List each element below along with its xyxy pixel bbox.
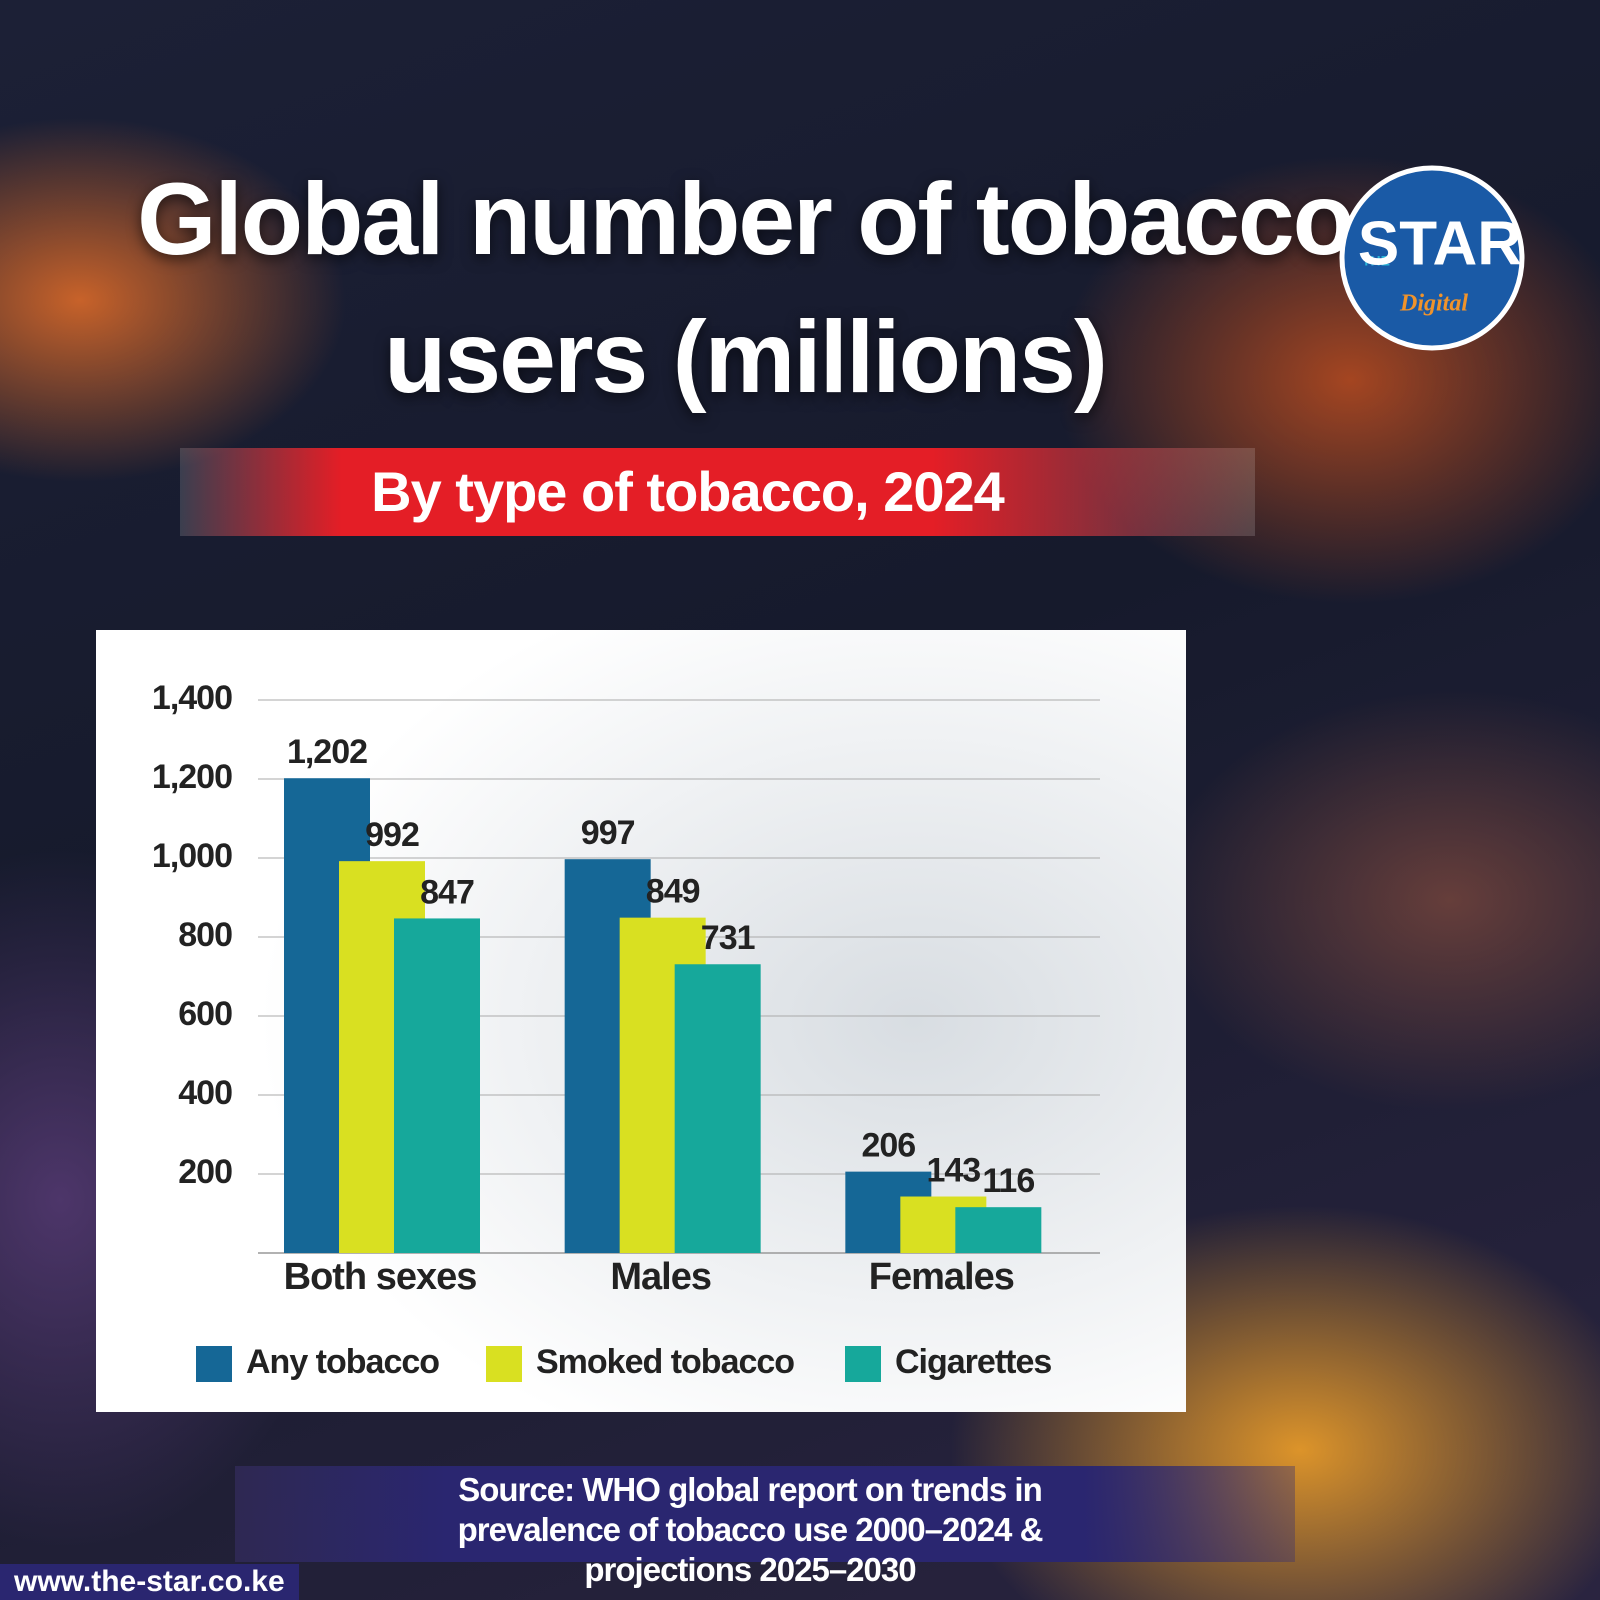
source-band bbox=[235, 1466, 1295, 1562]
x-tick-label: Males bbox=[610, 1256, 711, 1298]
legend-swatch bbox=[845, 1346, 881, 1382]
value-label: 206 bbox=[861, 1127, 915, 1165]
bar bbox=[955, 1207, 1042, 1253]
x-tick-label: Females bbox=[869, 1256, 1014, 1298]
subtitle-band bbox=[180, 448, 1255, 536]
value-label: 116 bbox=[982, 1162, 1034, 1200]
chart-subtitle: By type of tobacco, 2024 bbox=[371, 460, 1005, 523]
value-label: 849 bbox=[646, 873, 700, 911]
y-tick-label: 800 bbox=[178, 916, 232, 954]
y-tick-label: 400 bbox=[178, 1074, 232, 1112]
value-label: 143 bbox=[926, 1151, 980, 1189]
y-tick-label: 1,400 bbox=[152, 679, 232, 717]
logo-top: THE bbox=[1362, 253, 1390, 269]
value-label: 997 bbox=[581, 814, 635, 852]
legend-label: Smoked tobacco bbox=[536, 1343, 794, 1381]
y-tick-label: 200 bbox=[178, 1153, 232, 1191]
bar bbox=[674, 964, 761, 1253]
bar bbox=[394, 918, 480, 1253]
website: www.the-star.co.ke bbox=[0, 1564, 299, 1600]
y-tick-label: 600 bbox=[178, 995, 232, 1033]
logo bbox=[1339, 165, 1525, 351]
value-label: 1,202 bbox=[287, 733, 367, 771]
chart-title: Global number of tobacco users (millions… bbox=[137, 162, 1355, 414]
value-label: 847 bbox=[420, 873, 474, 911]
legend-swatch bbox=[486, 1346, 522, 1382]
legend-label: Cigarettes bbox=[895, 1343, 1051, 1381]
y-tick-label: 1,200 bbox=[152, 758, 232, 796]
value-label: 992 bbox=[365, 816, 419, 854]
x-tick-label: Both sexes bbox=[284, 1256, 477, 1298]
logo-sub: Digital bbox=[1399, 291, 1468, 317]
source-note: Source: WHO global report on trends in p… bbox=[457, 1471, 1044, 1588]
legend-swatch bbox=[196, 1346, 232, 1382]
legend-label: Any tobacco bbox=[246, 1343, 439, 1381]
value-label: 731 bbox=[701, 919, 755, 957]
y-tick-label: 1,000 bbox=[152, 837, 232, 875]
logo-main: STAR bbox=[1358, 209, 1522, 278]
